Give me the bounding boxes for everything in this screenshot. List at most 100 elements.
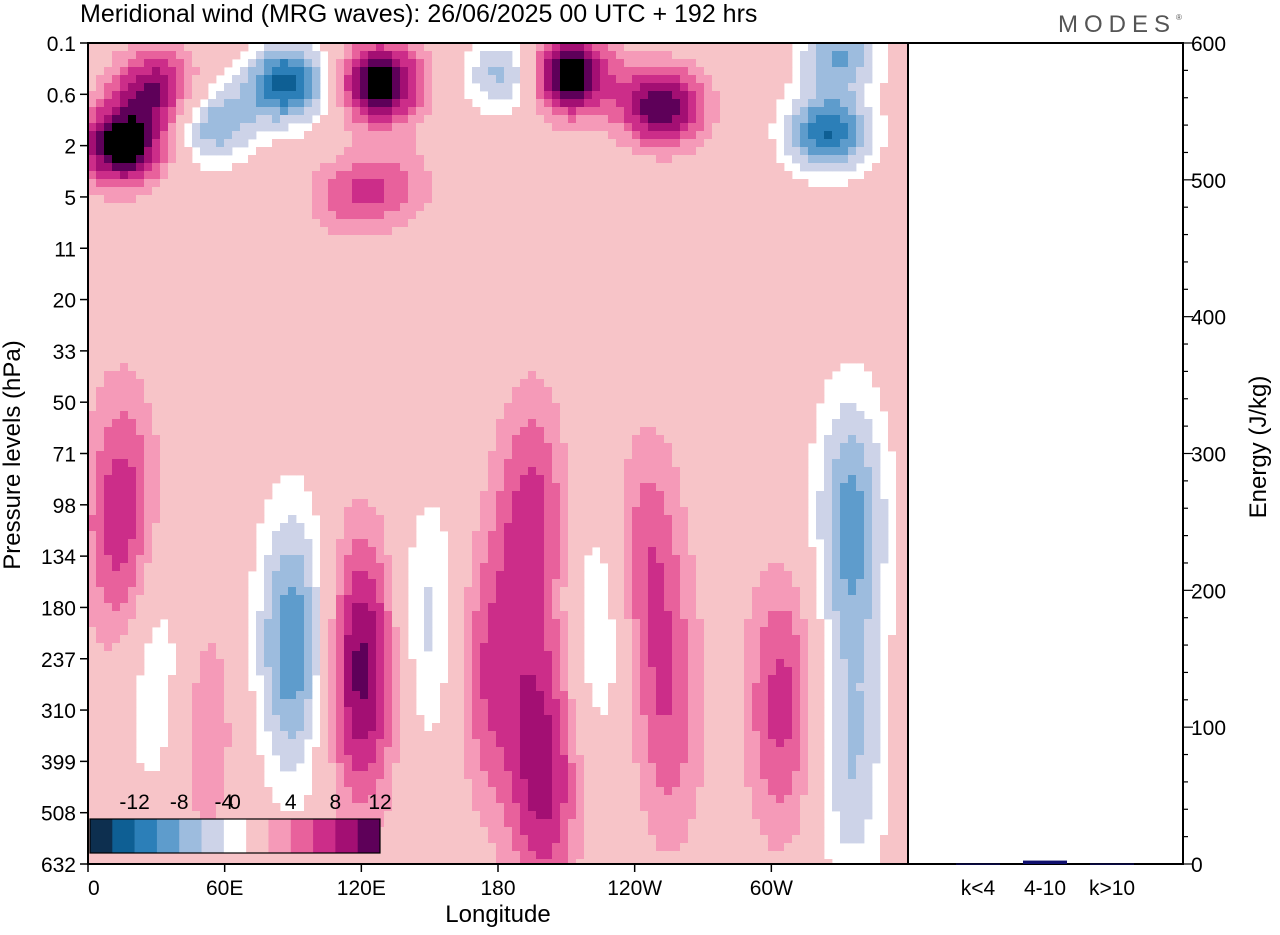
heatmap-cell <box>560 259 569 268</box>
heatmap-cell <box>640 411 649 420</box>
heatmap-cell <box>360 355 369 364</box>
heatmap-cell <box>320 211 329 220</box>
heatmap-cell <box>792 363 801 372</box>
heatmap-cell <box>480 179 489 188</box>
heatmap-cell <box>448 203 457 212</box>
heatmap-cell <box>392 131 401 140</box>
heatmap-cell <box>624 107 633 116</box>
heatmap-cell <box>408 179 417 188</box>
heatmap-cell <box>568 411 577 420</box>
heatmap-cell <box>808 243 817 252</box>
heatmap-cell <box>424 331 433 340</box>
heatmap-cell <box>328 339 337 348</box>
heatmap-cell <box>464 203 473 212</box>
heatmap-cell <box>592 395 601 404</box>
heatmap-cell <box>480 283 489 292</box>
heatmap-cell <box>256 91 265 100</box>
heatmap-cell <box>112 443 121 452</box>
heatmap-cell <box>568 355 577 364</box>
heatmap-cell <box>416 195 425 204</box>
heatmap-cell <box>656 307 665 316</box>
heatmap-cell <box>360 123 369 132</box>
heatmap-cell <box>368 291 377 300</box>
heatmap-cell <box>856 251 865 260</box>
heatmap-cell <box>240 307 249 316</box>
heatmap-cell <box>544 59 553 68</box>
heatmap-cell <box>400 139 409 148</box>
heatmap-cell <box>136 179 145 188</box>
heatmap-cell <box>816 51 825 60</box>
heatmap-cell <box>360 67 369 76</box>
heatmap-cell <box>640 67 649 76</box>
heatmap-cell <box>640 291 649 300</box>
heatmap-cell <box>104 147 113 156</box>
heatmap-cell <box>264 291 273 300</box>
heatmap-cell <box>408 267 417 276</box>
heatmap-cell <box>544 403 553 412</box>
heatmap-cell <box>408 75 417 84</box>
heatmap-cell <box>680 331 689 340</box>
heatmap-cell <box>128 355 137 364</box>
heatmap-cell <box>400 243 409 252</box>
heatmap-cell <box>152 179 161 188</box>
heatmap-cell <box>160 211 169 220</box>
heatmap-cell <box>320 435 329 444</box>
heatmap-cell <box>400 75 409 84</box>
heatmap-cell <box>144 331 153 340</box>
heatmap-cell <box>712 115 721 124</box>
heatmap-cell <box>672 243 681 252</box>
heatmap-cell <box>680 371 689 380</box>
heatmap-cell <box>584 395 593 404</box>
heatmap-cell <box>496 219 505 228</box>
heatmap-cell <box>304 419 313 428</box>
heatmap-cell <box>752 219 761 228</box>
heatmap-cell <box>288 363 297 372</box>
heatmap-cell <box>800 291 809 300</box>
heatmap-cell <box>672 379 681 388</box>
heatmap-cell <box>688 387 697 396</box>
heatmap-cell <box>800 315 809 324</box>
heatmap-cell <box>904 267 908 276</box>
heatmap-cell <box>368 171 377 180</box>
heatmap-cell <box>864 427 873 436</box>
heatmap-cell <box>704 283 713 292</box>
heatmap-cell <box>208 147 217 156</box>
heatmap-cell <box>624 427 633 436</box>
heatmap-cell <box>304 363 313 372</box>
heatmap-cell <box>712 395 721 404</box>
heatmap-cell <box>96 203 105 212</box>
heatmap-cell <box>880 267 889 276</box>
heatmap-cell <box>864 187 873 196</box>
heatmap-cell <box>672 187 681 196</box>
heatmap-cell <box>712 179 721 188</box>
heatmap-cell <box>264 379 273 388</box>
heatmap-cell <box>632 419 641 428</box>
heatmap-cell <box>592 67 601 76</box>
heatmap-cell <box>136 291 145 300</box>
heatmap-cell <box>304 147 313 156</box>
heatmap-cell <box>264 123 273 132</box>
heatmap-cell <box>496 379 505 388</box>
heatmap-cell <box>168 115 177 124</box>
heatmap-cell <box>536 323 545 332</box>
heatmap-cell <box>376 379 385 388</box>
heatmap-cell <box>504 323 513 332</box>
heatmap-cell <box>96 99 105 108</box>
heatmap-cell <box>864 283 873 292</box>
heatmap-cell <box>672 219 681 228</box>
heatmap-cell <box>240 267 249 276</box>
heatmap-cell <box>112 107 121 116</box>
heatmap-cell <box>248 339 257 348</box>
heatmap-cell <box>448 115 457 124</box>
heatmap-cell <box>664 163 673 172</box>
heatmap-cell <box>784 403 793 412</box>
heatmap-cell <box>696 243 705 252</box>
heatmap-cell <box>136 75 145 84</box>
heatmap-cell <box>136 387 145 396</box>
heatmap-cell <box>680 363 689 372</box>
heatmap-cell <box>840 147 849 156</box>
heatmap-cell <box>536 163 545 172</box>
heatmap-cell <box>272 379 281 388</box>
heatmap-cell <box>200 203 209 212</box>
heatmap-cell <box>592 435 601 444</box>
